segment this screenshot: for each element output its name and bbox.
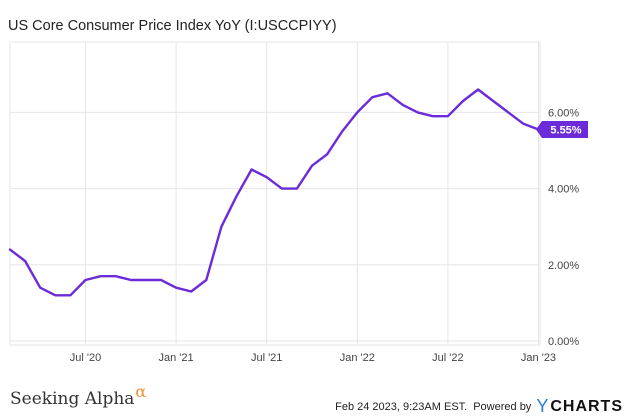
y-tick-label: 2.00% — [548, 260, 579, 272]
seeking-alpha-logo: Seeking Alphaα — [10, 382, 146, 409]
footer-credit: Feb 24 2023, 9:23AM EST. Powered by Y CHA… — [335, 396, 623, 417]
ycharts-y-icon: Y — [536, 396, 550, 416]
ycharts-logo: Y CHARTS — [536, 396, 623, 417]
x-tick-label: Jan '21 — [159, 352, 194, 364]
last-value-label: 5.55% — [550, 125, 581, 137]
ycharts-name: CHARTS — [550, 397, 623, 415]
chart-title: US Core Consumer Price Index YoY (I:USCC… — [8, 18, 337, 34]
y-axis-ticks: 0.00% 2.00% 4.00% 6.00% — [548, 107, 579, 348]
plot-frame — [9, 41, 541, 346]
y-tick-label: 6.00% — [548, 107, 579, 119]
last-value-badge-shape — [536, 121, 588, 139]
x-tick-label: Jul '22 — [432, 352, 463, 364]
alpha-icon: α — [135, 382, 147, 401]
y-tick-label: 0.00% — [548, 336, 579, 348]
last-value-badge: 5.55% — [536, 121, 588, 139]
x-tick-label: Jan '23 — [521, 352, 556, 364]
x-axis-ticks: Jul '20 Jan '21 Jul '21 Jan '22 Jul '22 Jan '… — [70, 352, 556, 364]
grid-lines — [9, 41, 541, 346]
powered-by-label: Powered by — [473, 400, 532, 413]
y-tick-label: 4.00% — [548, 184, 579, 196]
brand-name: Seeking Alpha — [10, 389, 135, 409]
x-tick-label: Jul '21 — [251, 352, 282, 364]
x-tick-label: Jul '20 — [70, 352, 101, 364]
x-tick-label: Jan '22 — [340, 352, 375, 364]
timestamp: Feb 24 2023, 9:23AM EST. — [335, 400, 468, 413]
series-line-core-cpi-yoy — [8, 88, 540, 297]
